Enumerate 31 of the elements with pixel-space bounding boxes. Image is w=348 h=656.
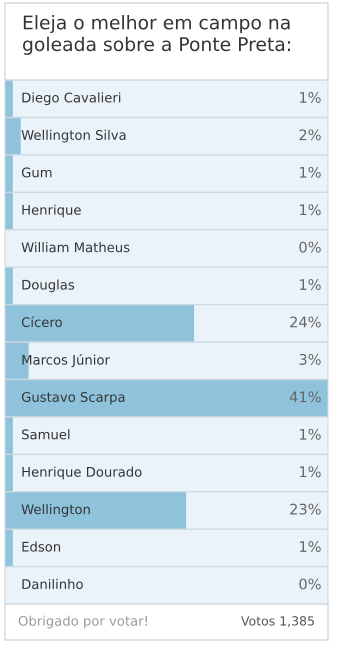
data-label: 24% <box>290 316 321 328</box>
data-label: 3% <box>300 354 321 365</box>
y-tick-label: Cícero <box>22 316 62 328</box>
data-label: 0% <box>299 242 321 253</box>
data-label: 1% <box>300 466 321 478</box>
y-tick-label: Gustavo Scarpa <box>22 392 124 405</box>
data-label: 1% <box>300 92 321 103</box>
y-tick-label: Wellington Silva <box>22 130 126 143</box>
y-tick-label: Wellington <box>22 504 90 517</box>
y-tick-label: Marcos Júnior <box>22 354 110 368</box>
y-tick-label: Gum <box>22 167 52 178</box>
data-label: 23% <box>290 504 321 515</box>
y-tick-label: William Matheus <box>22 242 130 252</box>
y-tick-label: Edson <box>22 541 60 552</box>
y-tick-label: Henrique <box>22 204 81 218</box>
text: Votos 1,385 <box>241 616 314 627</box>
chart-title: Eleja o melhor em campo na goleada sobre a Ponte Preta: <box>23 15 290 55</box>
y-tick-label: Danilinho <box>22 578 83 590</box>
data-label: 1% <box>300 204 321 216</box>
data-label: 1% <box>300 541 321 552</box>
y-tick-label: Diego Cavalieri <box>22 92 120 106</box>
data-label: 41% <box>290 391 321 402</box>
y-tick-label: Henrique Dourado <box>22 466 142 480</box>
data-label: 0% <box>299 578 321 590</box>
y-tick-label: Samuel <box>22 429 70 440</box>
data-label: 1% <box>300 166 321 178</box>
data-label: 1% <box>300 279 321 290</box>
data-label: 2% <box>299 129 321 140</box>
data-label: 1% <box>300 428 321 440</box>
text: Obrigado por votar! <box>18 616 147 628</box>
y-tick-label: Douglas <box>22 279 74 292</box>
